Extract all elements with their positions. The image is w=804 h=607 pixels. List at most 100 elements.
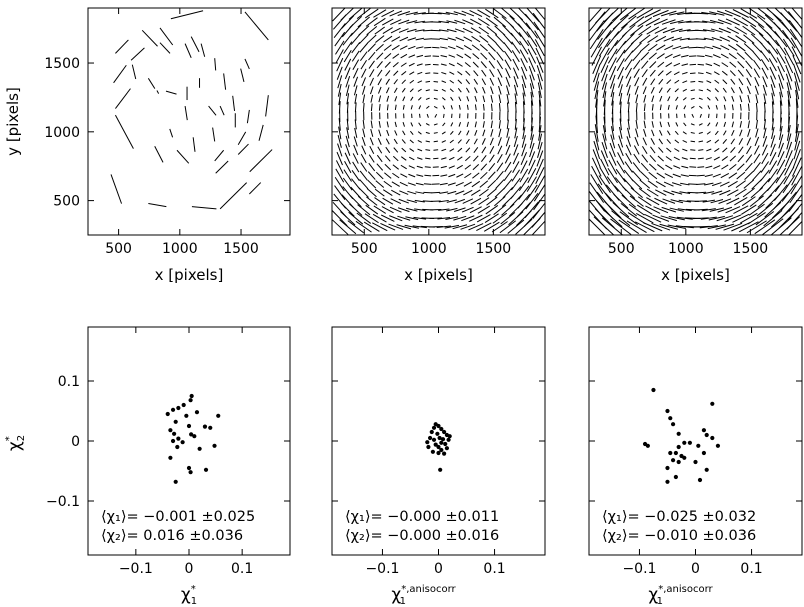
whisker <box>433 123 438 126</box>
whisker <box>696 174 705 177</box>
whisker <box>636 204 653 215</box>
whisker <box>332 218 349 235</box>
whisker <box>496 153 503 164</box>
whisker <box>731 104 734 111</box>
whisker <box>590 174 604 195</box>
whisker <box>200 43 206 57</box>
whisker <box>791 46 802 66</box>
whisker <box>498 128 502 138</box>
whisker <box>457 88 462 93</box>
whisker <box>382 27 393 34</box>
whisker <box>671 190 683 195</box>
whisker <box>743 43 754 53</box>
whisker <box>440 54 448 58</box>
whisker <box>351 178 361 190</box>
whisker <box>463 181 472 187</box>
data-point <box>181 402 186 408</box>
whisker <box>704 182 714 186</box>
whisker <box>408 54 416 58</box>
whisker <box>746 86 751 95</box>
whisker <box>391 181 400 187</box>
whisker <box>730 87 735 94</box>
whisker <box>598 175 611 193</box>
whisker <box>517 8 532 22</box>
whisker <box>356 8 371 20</box>
whisker <box>736 171 746 180</box>
whisker <box>527 159 536 175</box>
whisker <box>418 122 422 127</box>
whisker <box>389 10 403 17</box>
whisker <box>332 8 346 22</box>
whisker <box>383 44 392 51</box>
whisker <box>690 140 696 143</box>
whisker <box>780 191 797 211</box>
whisker <box>472 61 479 68</box>
whisker <box>731 222 751 232</box>
whisker <box>191 206 217 210</box>
whisker <box>156 90 160 94</box>
whisker <box>400 164 407 170</box>
whisker <box>343 41 353 54</box>
data-point <box>701 450 707 456</box>
whisker <box>762 218 784 235</box>
whisker <box>487 179 497 189</box>
data-point <box>203 467 209 472</box>
whisker <box>692 217 709 220</box>
data-point <box>676 431 681 436</box>
whisker <box>337 134 342 148</box>
whisker <box>617 152 625 165</box>
whisker <box>509 15 523 29</box>
whisker <box>597 21 613 40</box>
data-point <box>170 438 176 444</box>
whisker <box>659 104 662 111</box>
whisker <box>482 86 486 94</box>
whisker <box>441 131 446 135</box>
whisker <box>648 163 657 171</box>
whisker <box>488 154 495 163</box>
mean-annotation: ⟨χ₂⟩= −0.010 ±0.036 <box>602 528 756 544</box>
y-axis-label: χ*2 <box>4 435 27 451</box>
whisker <box>746 220 767 234</box>
whisker <box>505 68 511 79</box>
whisker <box>485 17 498 27</box>
data-point <box>440 437 446 442</box>
whisker <box>498 120 501 129</box>
whisker <box>790 174 802 195</box>
whisker <box>514 101 517 113</box>
whisker <box>477 18 490 26</box>
whisker <box>635 119 638 129</box>
whisker <box>712 45 722 50</box>
x-tick-label: 500 <box>105 241 132 257</box>
data-point <box>436 423 441 429</box>
whisker <box>674 148 680 152</box>
whisker <box>511 177 521 191</box>
whisker <box>478 26 490 35</box>
whisker <box>725 206 741 214</box>
x-axis-label: x [pixels] <box>661 266 730 284</box>
whisker <box>697 157 704 160</box>
whisker <box>533 183 545 202</box>
data-point <box>444 446 450 451</box>
whisker <box>495 170 504 181</box>
y-axis-label: y [pixels] <box>4 87 22 156</box>
panel-frame <box>588 7 803 236</box>
whisker <box>738 221 759 233</box>
whisker <box>332 210 348 227</box>
whisker <box>487 171 496 180</box>
whisker <box>729 61 737 68</box>
whisker <box>401 139 406 144</box>
whisker <box>625 67 632 79</box>
whisker <box>407 190 417 195</box>
whisker <box>531 220 545 235</box>
data-point <box>715 443 721 448</box>
whisker <box>519 168 529 183</box>
whisker <box>743 34 755 44</box>
whisker <box>682 140 688 143</box>
data-point <box>676 444 681 450</box>
whisker <box>249 149 273 173</box>
whisker <box>417 97 422 101</box>
whisker <box>647 43 658 52</box>
whisker <box>474 129 478 136</box>
whisker <box>392 62 399 68</box>
whisker <box>680 54 689 58</box>
